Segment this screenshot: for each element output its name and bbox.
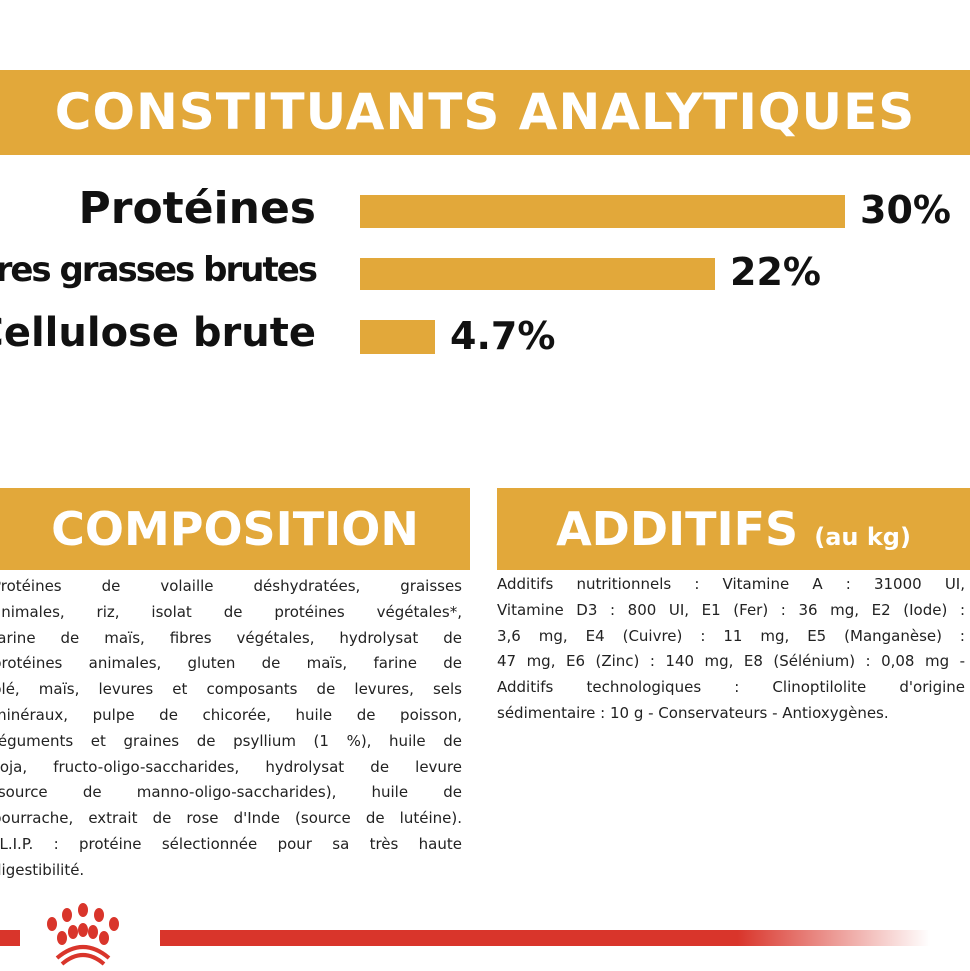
fat-value: 22% <box>730 250 821 294</box>
text-line: minéraux, pulpe de chicorée, huile de po… <box>0 705 462 724</box>
brand-line-right <box>160 930 930 946</box>
text-line: animales, riz, isolat de protéines végét… <box>0 602 462 621</box>
text-line: Additifs nutritionnels : Vitamine A : 31… <box>497 575 965 593</box>
text-line: sédimentaire : 10 g - Conservateurs - An… <box>497 703 889 722</box>
additives-subtitle: (au kg) <box>814 523 911 551</box>
royal-canin-crown-logo-icon <box>47 903 119 966</box>
analytics-header: CONSTITUANTS ANALYTIQUES <box>0 70 970 155</box>
protein-bar <box>360 195 845 228</box>
text-line: 47 mg, E6 (Zinc) : 140 mg, E8 (Sélénium)… <box>497 652 965 671</box>
text-line: soja, fructo-oligo-saccharides, hydrolys… <box>0 757 462 776</box>
fat-bar <box>360 258 715 290</box>
protein-value: 30% <box>860 188 951 232</box>
text-line: 3,6 mg, E4 (Cuivre) : 11 mg, E5 (Manganè… <box>497 626 965 645</box>
text-line: bourrache, extrait de rose d'Inde (sourc… <box>0 809 462 828</box>
composition-header: COMPOSITION <box>0 488 470 570</box>
fiber-value: 4.7% <box>450 314 556 358</box>
text-line: protéines animales, gluten de maïs, fari… <box>0 654 462 673</box>
fiber-label: Cellulose brute <box>0 310 316 356</box>
composition-text: Protéines de volaille déshydratées, grai… <box>0 574 462 884</box>
fiber-bar <box>360 320 435 354</box>
additives-header: ADDITIFS (au kg) <box>497 488 970 570</box>
text-line: Additifs technologiques : Clinoptilolite… <box>497 678 965 697</box>
text-line: Vitamine D3 : 800 UI, E1 (Fer) : 36 mg, … <box>497 600 965 619</box>
brand-line-left <box>0 930 20 946</box>
additives-title: ADDITIFS <box>556 502 799 556</box>
text-line: farine de maïs, fibres végétales, hydrol… <box>0 628 462 647</box>
text-line: téguments et graines de psyllium (1 %), … <box>0 731 462 750</box>
text-line: digestibilité. <box>0 860 85 879</box>
text-line: *L.I.P. : protéine sélectionnée pour sa … <box>0 834 462 853</box>
protein-label: Protéines <box>78 183 317 234</box>
text-line: (source de manno-oligo-saccharides), hui… <box>0 783 462 802</box>
additives-text: Additifs nutritionnels : Vitamine A : 31… <box>497 572 965 727</box>
fat-label: Matières grasses brutes <box>0 250 318 290</box>
text-line: Protéines de volaille déshydratées, grai… <box>0 577 462 595</box>
text-line: blé, maïs, levures et composants de levu… <box>0 680 462 699</box>
